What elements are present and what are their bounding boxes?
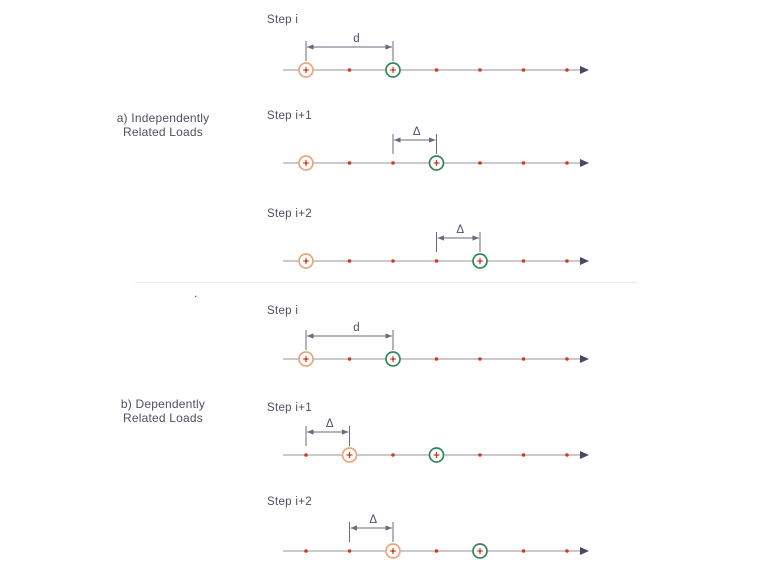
grid-dot: [565, 259, 569, 263]
axis-arrowhead-icon: [580, 159, 589, 167]
grid-dot: [434, 259, 439, 263]
stray-period: .: [194, 286, 198, 300]
dim-arrow-left-icon: [307, 44, 314, 50]
grid-dot: [347, 68, 352, 72]
dimension-marker: d: [305, 33, 394, 61]
section-a-label: a) Independently Related Loads: [103, 111, 223, 139]
grid-dot: [565, 357, 569, 361]
grid-dot: [347, 549, 352, 553]
dimension-marker: Δ: [436, 224, 481, 252]
dimension-label: d: [353, 33, 359, 45]
orange-load-marker: [298, 62, 314, 78]
green-load-marker: [428, 155, 445, 171]
grid-dot: [478, 357, 482, 361]
green-load-marker: [385, 62, 401, 78]
dim-arrow-left-icon: [307, 429, 314, 435]
dim-arrow-right-icon: [429, 137, 436, 143]
section-a-label-line2: Related Loads: [123, 124, 203, 139]
grid-dot: [434, 68, 439, 72]
step-label-a-i: Step i: [267, 14, 299, 26]
grid-dot: [304, 453, 308, 457]
orange-load-marker: [298, 253, 314, 269]
dim-arrow-left-icon: [350, 525, 357, 531]
grid-dot: [304, 549, 308, 553]
green-load-marker: [472, 543, 488, 559]
grid-dot: [521, 68, 526, 72]
dim-arrow-right-icon: [385, 525, 392, 531]
orange-load-marker: [341, 447, 358, 463]
dimension-marker: Δ: [349, 514, 394, 542]
dimension-label: Δ: [456, 224, 464, 236]
section-b-label-line1: b) Dependently: [120, 397, 206, 411]
axis-arrowhead-icon: [580, 66, 589, 74]
grid-dot: [521, 357, 526, 361]
grid-dot: [434, 549, 439, 553]
grid-dot: [478, 68, 482, 72]
orange-load-marker: [385, 543, 401, 559]
grid-dot: [347, 259, 352, 263]
axis-arrowhead-icon: [580, 451, 589, 459]
orange-load-marker: [298, 155, 314, 171]
a-step-i-2-diagram: Δ: [283, 224, 589, 269]
dimension-label: Δ: [369, 514, 377, 526]
grid-dot: [478, 161, 482, 165]
step-label-a-i2: Step i+2: [267, 208, 312, 220]
dimension-marker: Δ: [305, 418, 350, 446]
a-step-i-1-diagram: Δ: [283, 126, 589, 171]
green-load-marker: [472, 253, 488, 269]
green-load-marker: [428, 447, 445, 463]
axis-arrowhead-icon: [580, 257, 589, 265]
grid-dot: [391, 453, 395, 457]
orange-load-marker: [298, 351, 314, 367]
dim-arrow-left-icon: [437, 235, 444, 241]
dimension-marker: Δ: [392, 126, 437, 154]
section-b-label: b) Dependently Related Loads: [103, 397, 223, 425]
grid-dot: [565, 453, 569, 457]
grid-dot: [565, 161, 569, 165]
axis-arrowhead-icon: [580, 355, 589, 363]
grid-dot: [521, 453, 526, 457]
grid-dot: [347, 161, 352, 165]
b-step-i-diagram: d: [283, 322, 589, 367]
grid-dot: [347, 357, 352, 361]
grid-dot: [478, 453, 482, 457]
dimension-label: Δ: [413, 126, 421, 138]
axis-arrowhead-icon: [580, 547, 589, 555]
dimension-label: Δ: [326, 418, 334, 430]
dim-arrow-right-icon: [385, 44, 392, 50]
grid-dot: [521, 549, 526, 553]
b-step-i-2-diagram: Δ: [283, 514, 589, 559]
step-label-b-i: Step i: [267, 305, 299, 317]
dim-arrow-left-icon: [307, 333, 314, 339]
grid-dot: [565, 549, 569, 553]
dimension-label: d: [353, 322, 359, 334]
section-b-label-line2: Related Loads: [123, 410, 203, 425]
grid-dot: [521, 161, 526, 165]
grid-dot: [391, 161, 395, 165]
green-load-marker: [385, 351, 401, 367]
step-label-b-i2: Step i+2: [267, 496, 312, 508]
a-step-i-diagram: d: [283, 33, 589, 78]
dimension-marker: d: [305, 322, 394, 350]
section-a-label-line1: a) Independently: [116, 111, 210, 125]
dim-arrow-right-icon: [472, 235, 479, 241]
grid-dot: [565, 68, 569, 72]
grid-dot: [391, 259, 395, 263]
dim-arrow-right-icon: [385, 333, 392, 339]
step-label-a-i1: Step i+1: [267, 110, 312, 122]
dim-arrow-right-icon: [342, 429, 349, 435]
step-label-b-i1: Step i+1: [267, 402, 312, 414]
grid-dot: [521, 259, 526, 263]
b-step-i-1-diagram: Δ: [283, 418, 589, 463]
grid-dot: [434, 357, 439, 361]
section-divider: [135, 282, 637, 283]
dim-arrow-left-icon: [394, 137, 401, 143]
